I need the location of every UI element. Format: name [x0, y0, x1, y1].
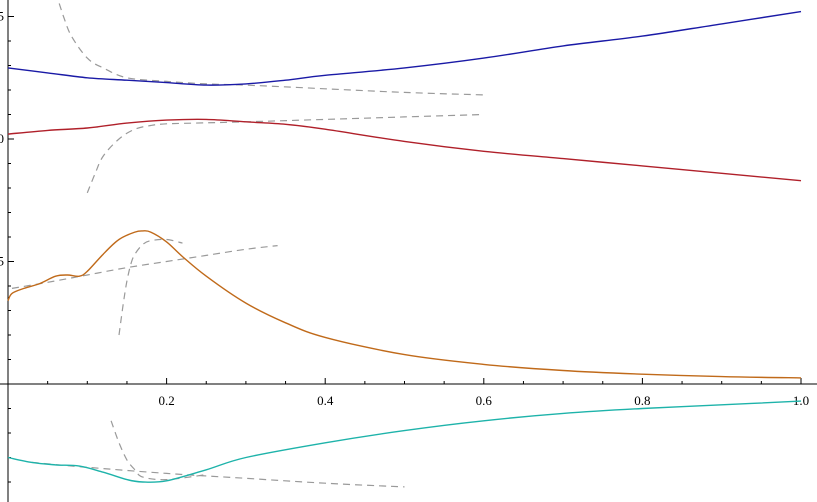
asymptote-dashed-line	[118, 238, 183, 336]
asymptote-dashed-line	[11, 245, 278, 289]
x-tick-label: 1.0	[793, 393, 809, 408]
series-line	[7, 230, 802, 379]
asymptote-dashed-line	[57, 0, 484, 96]
series-line	[7, 400, 802, 483]
x-tick-label: 0.2	[158, 393, 174, 408]
y-tick-label: 1.5	[0, 9, 4, 24]
x-tick-label: 0.8	[634, 393, 650, 408]
asymptote-dashed-line	[110, 420, 207, 481]
tick-marks	[8, 16, 802, 483]
series-layer	[7, 0, 802, 488]
asymptote-dashed-line	[31, 461, 405, 488]
y-tick-label: 0.5	[0, 254, 4, 269]
series-line	[7, 10, 802, 86]
x-tick-label: 0.6	[476, 393, 493, 408]
asymptote-dashed-line	[86, 113, 484, 194]
series-line	[7, 118, 802, 182]
y-tick-label: 1.0	[0, 131, 4, 146]
tick-labels: 0.2 0.4 0.6 0.8 1.0 0.5 1.0 1.5	[0, 9, 809, 409]
x-tick-label: 0.4	[317, 393, 334, 408]
